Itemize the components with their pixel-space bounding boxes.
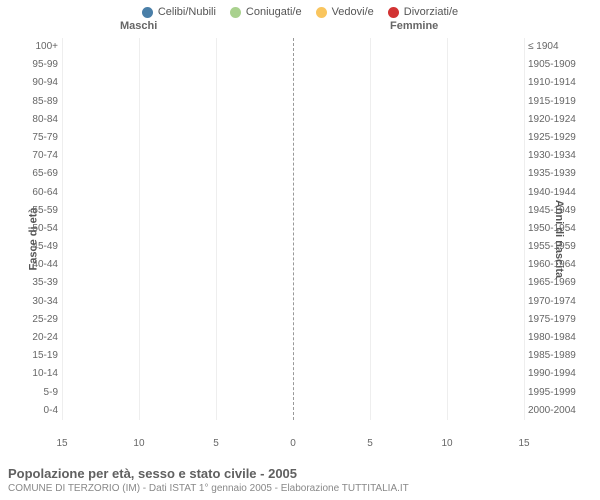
legend-label: Divorziati/e: [404, 6, 458, 18]
age-label: 0-4: [18, 402, 58, 420]
chart-subtitle: COMUNE DI TERZORIO (IM) - Dati ISTAT 1° …: [8, 483, 592, 494]
legend-label: Coniugati/e: [246, 6, 302, 18]
legend-item: Coniugati/e: [230, 6, 302, 18]
birth-label: 1970-1974: [528, 293, 582, 311]
birth-label: 1915-1919: [528, 93, 582, 111]
age-label: 65-69: [18, 165, 58, 183]
legend-swatch: [388, 7, 399, 18]
age-label: 100+: [18, 38, 58, 56]
age-label: 25-29: [18, 311, 58, 329]
age-label: 55-59: [18, 202, 58, 220]
population-pyramid: Fasce di età Anni di nascita 100+95-9990…: [0, 34, 600, 444]
age-labels: 100+95-9990-9485-8980-8475-7970-7465-696…: [18, 38, 58, 420]
age-label: 30-34: [18, 293, 58, 311]
pyramid-row: [62, 403, 524, 419]
x-tick: 15: [518, 438, 529, 449]
age-label: 60-64: [18, 184, 58, 202]
x-tick: 10: [441, 438, 452, 449]
x-tick: 0: [290, 438, 296, 449]
birth-label: 1960-1964: [528, 256, 582, 274]
birth-label: 1975-1979: [528, 311, 582, 329]
pyramid-row: [62, 348, 524, 364]
pyramid-row: [62, 203, 524, 219]
birth-label: 1905-1909: [528, 56, 582, 74]
age-label: 50-54: [18, 220, 58, 238]
chart-footer: Popolazione per età, sesso e stato civil…: [8, 466, 592, 494]
age-label: 80-84: [18, 111, 58, 129]
x-tick: 5: [213, 438, 219, 449]
birth-label: 1925-1929: [528, 129, 582, 147]
age-label: 95-99: [18, 56, 58, 74]
birth-label: 1920-1924: [528, 111, 582, 129]
pyramid-row: [62, 130, 524, 146]
birth-label: 1945-1949: [528, 202, 582, 220]
age-label: 85-89: [18, 93, 58, 111]
pyramid-row: [62, 257, 524, 273]
birth-label: 1995-1999: [528, 384, 582, 402]
birth-label: 1930-1934: [528, 147, 582, 165]
pyramid-row: [62, 294, 524, 310]
label-femmine: Femmine: [390, 20, 438, 32]
birth-labels: ≤ 19041905-19091910-19141915-19191920-19…: [528, 38, 582, 420]
birth-label: 1955-1959: [528, 238, 582, 256]
age-label: 20-24: [18, 329, 58, 347]
pyramid-row: [62, 221, 524, 237]
legend: Celibi/Nubili Coniugati/e Vedovi/e Divorzia…: [0, 0, 600, 20]
age-label: 40-44: [18, 256, 58, 274]
pyramid-row: [62, 166, 524, 182]
age-label: 90-94: [18, 74, 58, 92]
pyramid-row: [62, 112, 524, 128]
gridline: [524, 38, 525, 420]
x-tick: 10: [133, 438, 144, 449]
birth-label: 1950-1954: [528, 220, 582, 238]
age-label: 5-9: [18, 384, 58, 402]
age-label: 15-19: [18, 347, 58, 365]
pyramid-row: [62, 385, 524, 401]
birth-label: 1940-1944: [528, 184, 582, 202]
legend-item: Vedovi/e: [316, 6, 374, 18]
birth-label: 1965-1969: [528, 274, 582, 292]
birth-label: 1985-1989: [528, 347, 582, 365]
chart-title: Popolazione per età, sesso e stato civil…: [8, 466, 592, 481]
pyramid-row: [62, 276, 524, 292]
pyramid-row: [62, 312, 524, 328]
legend-swatch: [230, 7, 241, 18]
legend-label: Celibi/Nubili: [158, 6, 216, 18]
plot-area: [62, 38, 524, 420]
pyramid-row: [62, 94, 524, 110]
pyramid-row: [62, 57, 524, 73]
birth-label: ≤ 1904: [528, 38, 582, 56]
birth-label: 1910-1914: [528, 74, 582, 92]
label-maschi: Maschi: [120, 20, 157, 32]
birth-label: 1990-1994: [528, 365, 582, 383]
legend-item: Divorziati/e: [388, 6, 458, 18]
pyramid-row: [62, 185, 524, 201]
birth-label: 1980-1984: [528, 329, 582, 347]
x-tick: 5: [367, 438, 373, 449]
legend-swatch: [142, 7, 153, 18]
birth-label: 2000-2004: [528, 402, 582, 420]
birth-label: 1935-1939: [528, 165, 582, 183]
legend-swatch: [316, 7, 327, 18]
age-label: 35-39: [18, 274, 58, 292]
pyramid-row: [62, 330, 524, 346]
pyramid-row: [62, 75, 524, 91]
age-label: 10-14: [18, 365, 58, 383]
age-label: 75-79: [18, 129, 58, 147]
legend-item: Celibi/Nubili: [142, 6, 216, 18]
pyramid-row: [62, 239, 524, 255]
legend-label: Vedovi/e: [332, 6, 374, 18]
age-label: 70-74: [18, 147, 58, 165]
pyramid-row: [62, 39, 524, 55]
pyramid-row: [62, 148, 524, 164]
age-label: 45-49: [18, 238, 58, 256]
x-tick: 15: [56, 438, 67, 449]
pyramid-row: [62, 367, 524, 383]
